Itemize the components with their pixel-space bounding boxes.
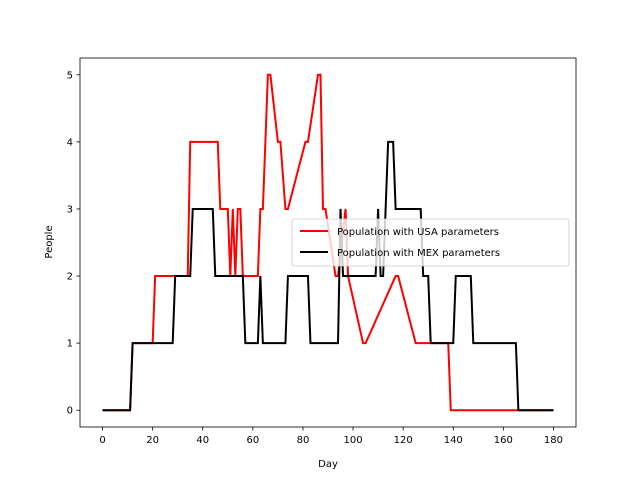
y-tick-label: 4 [67, 137, 73, 148]
y-tick-label: 0 [67, 406, 73, 417]
legend-box [291, 218, 570, 267]
x-tick-label: 140 [444, 435, 463, 446]
x-tick-label: 40 [196, 435, 209, 446]
y-tick-label: 5 [67, 70, 73, 81]
x-tick-label: 160 [494, 435, 513, 446]
legend-label-2: Population with MEX parameters [337, 248, 500, 259]
legend: Population with USA parameters Population… [291, 218, 570, 267]
plot-frame [79, 57, 577, 428]
x-tick-label: 100 [344, 435, 363, 446]
y-tick-label: 1 [67, 339, 73, 350]
series-line-1 [102, 73, 554, 412]
x-tick-label: 20 [146, 435, 159, 446]
y-axis-ticks: 0 1 2 3 4 5 [67, 70, 80, 417]
series-line-2 [102, 140, 554, 412]
y-tick-label: 2 [67, 272, 73, 283]
x-axis-label: Day [318, 459, 338, 470]
y-axis-label: People [44, 225, 55, 258]
x-tick-label: 180 [544, 435, 563, 446]
x-tick-label: 0 [99, 435, 105, 446]
series-layer [102, 73, 554, 412]
legend-label-1: Population with USA parameters [337, 227, 499, 238]
x-tick-label: 120 [394, 435, 413, 446]
x-tick-label: 80 [297, 435, 310, 446]
x-axis-ticks: 0 20 40 60 80 100 120 140 160 180 [99, 427, 563, 446]
x-tick-label: 60 [246, 435, 259, 446]
y-tick-label: 3 [67, 204, 73, 215]
